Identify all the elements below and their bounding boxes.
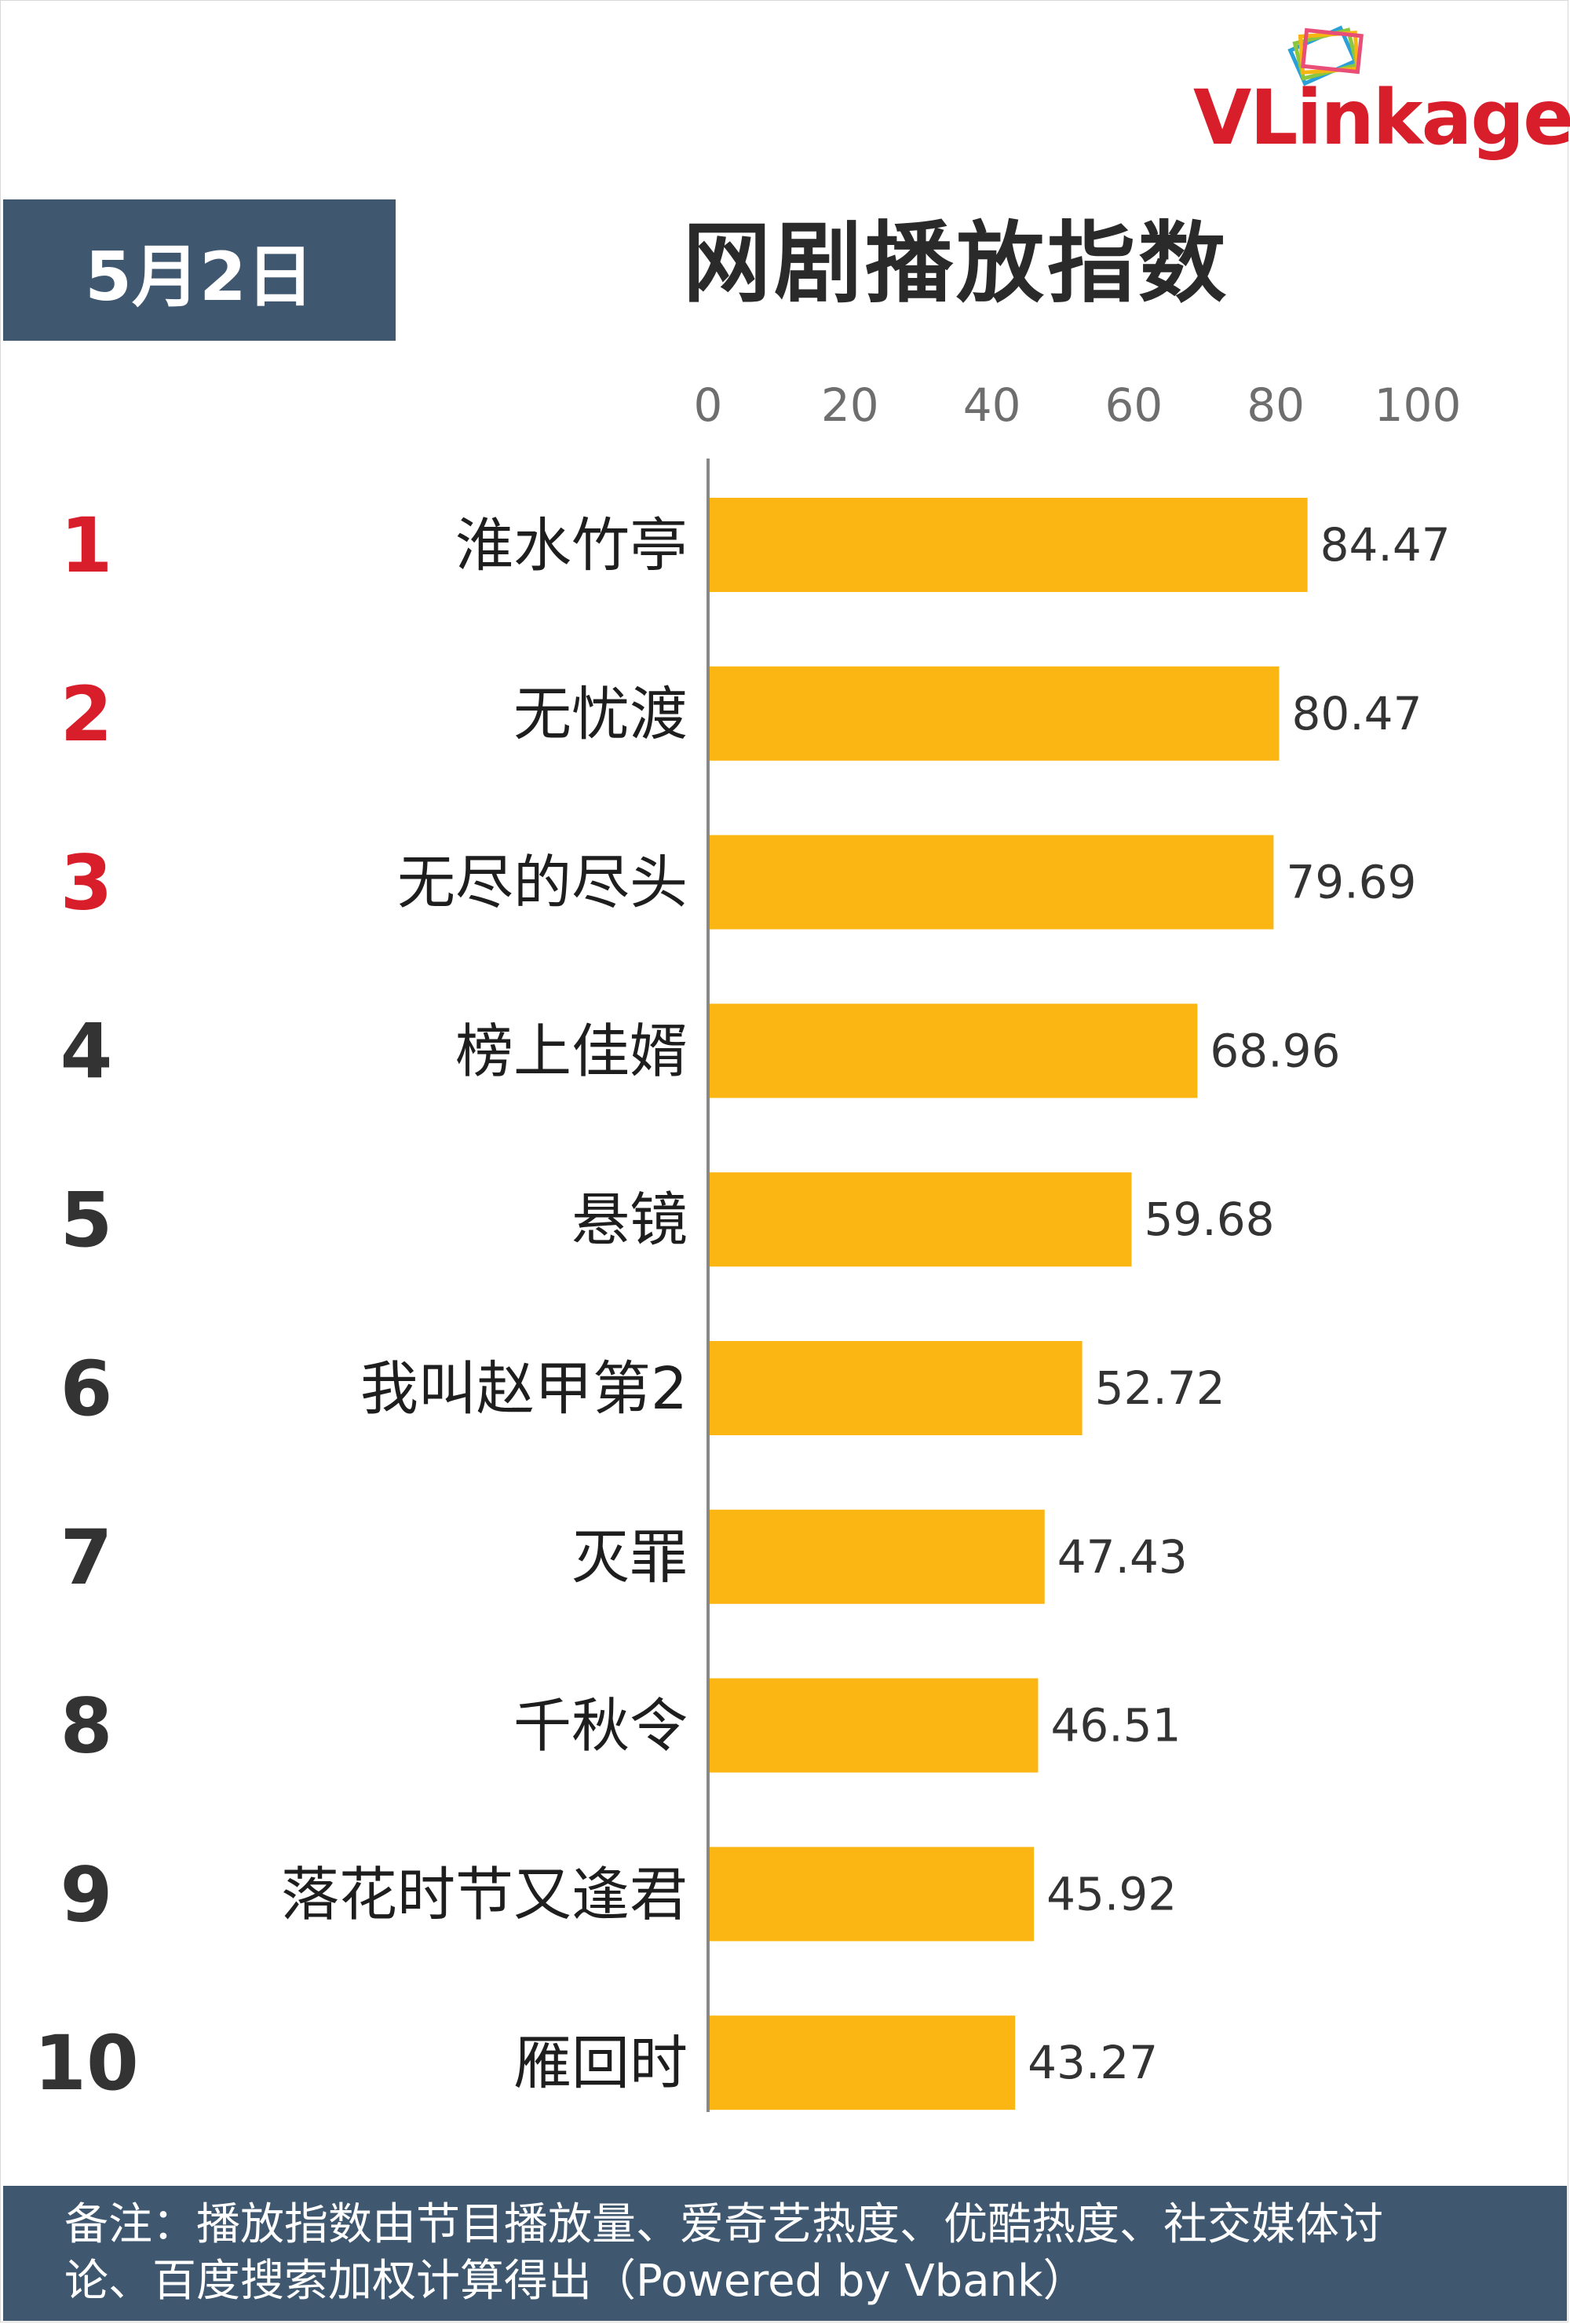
value-label: 84.47 [1320,518,1451,572]
category-label: 无尽的尽头 [397,850,688,917]
category-label: 千秋令 [513,1693,688,1760]
value-label: 80.47 [1291,687,1422,740]
brand-name: VLinkage [1193,74,1570,162]
rank-number: 3 [60,839,113,927]
category-label: 悬镜 [571,1186,688,1254]
bar [708,666,1280,761]
bar-chart: 0 20 40 60 80 100 84.47 淮水竹亭 1 80.47 无忧渡 2 79.69 无尽的尽… [34,378,1462,2112]
rank-number: 1 [60,502,113,590]
rank-number: 5 [60,1176,113,1264]
rank-number: 8 [60,1683,113,1770]
bar [708,1678,1039,1773]
x-tick-label: 20 [821,378,879,432]
chart-title: 网剧播放指数 [683,213,1229,315]
rank-number: 2 [60,671,113,758]
value-label: 79.69 [1286,856,1416,909]
category-label: 淮水竹亭 [455,512,688,579]
value-label: 59.68 [1145,1193,1275,1246]
bar [708,1003,1198,1098]
bar [708,498,1308,592]
bar [708,2015,1016,2110]
value-label: 46.51 [1050,1699,1181,1752]
footer-note-line-1: 备注：播放指数由节目播放量、爱奇艺热度、优酷热度、社交媒体讨 [64,2199,1383,2250]
category-label: 灭罪 [571,1524,688,1591]
x-tick-label: 0 [694,378,723,432]
brand-logo: VLinkage [1193,24,1570,173]
bar [708,1847,1035,1942]
rank-number: 9 [60,1851,113,1938]
bar [708,1509,1045,1604]
bar [708,1172,1132,1267]
date-badge: 5月2日 [3,199,396,341]
value-label: 68.96 [1210,1024,1340,1077]
value-label: 43.27 [1028,2036,1158,2089]
category-label: 无忧渡 [513,681,688,748]
x-tick-label: 60 [1104,378,1163,432]
category-label: 我叫赵甲第2 [360,1355,688,1423]
value-label: 52.72 [1095,1361,1225,1415]
value-label: 45.92 [1046,1867,1177,1920]
x-tick-label: 80 [1247,378,1305,432]
x-tick-label: 100 [1375,378,1462,432]
x-tick-label: 40 [963,378,1021,432]
category-label: 榜上佳婿 [455,1018,688,1085]
footer-note-line-2: 论、百度搜索加权计算得出（Powered by Vbank） [64,2256,1087,2307]
category-label: 雁回时 [513,2030,688,2097]
footer-note: 备注：播放指数由节目播放量、爱奇艺热度、优酷热度、社交媒体讨 论、百度搜索加权计… [3,2186,1567,2321]
bar [708,1341,1083,1435]
rank-number: 10 [34,2019,139,2107]
stacked-frames-icon [1287,25,1364,86]
category-label: 落花时节又逢君 [281,1861,688,1928]
rank-number: 4 [60,1007,113,1095]
rank-number: 7 [60,1514,113,1602]
rank-number: 6 [60,1345,113,1433]
bar [708,835,1274,930]
value-label: 47.43 [1057,1530,1188,1584]
